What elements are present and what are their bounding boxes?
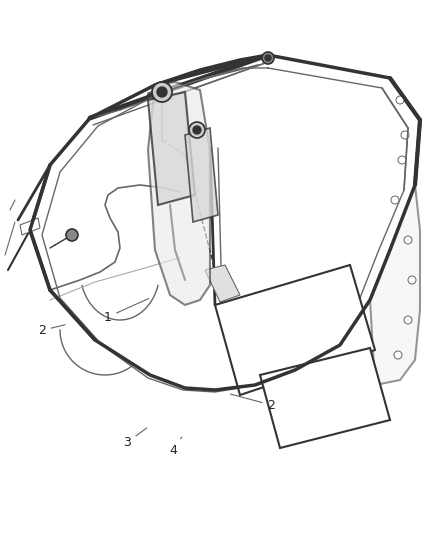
Circle shape <box>396 96 404 104</box>
Text: 2: 2 <box>230 394 276 411</box>
Circle shape <box>401 131 409 139</box>
Polygon shape <box>215 265 375 395</box>
Circle shape <box>408 276 416 284</box>
Text: 1: 1 <box>103 298 148 324</box>
Circle shape <box>391 196 399 204</box>
Text: 4: 4 <box>169 437 182 457</box>
Circle shape <box>157 87 167 97</box>
Polygon shape <box>148 92 195 205</box>
Polygon shape <box>20 218 40 235</box>
Polygon shape <box>370 185 420 385</box>
Polygon shape <box>260 348 390 448</box>
Polygon shape <box>185 128 218 222</box>
Circle shape <box>265 55 271 61</box>
Polygon shape <box>148 82 210 305</box>
Text: 2: 2 <box>38 324 65 337</box>
Circle shape <box>152 82 172 102</box>
Polygon shape <box>205 265 240 302</box>
Text: 3: 3 <box>123 428 147 449</box>
Circle shape <box>189 122 205 138</box>
Circle shape <box>394 351 402 359</box>
Circle shape <box>262 52 274 64</box>
Circle shape <box>66 229 78 241</box>
Circle shape <box>193 126 201 134</box>
Circle shape <box>404 236 412 244</box>
Circle shape <box>404 316 412 324</box>
Circle shape <box>398 156 406 164</box>
